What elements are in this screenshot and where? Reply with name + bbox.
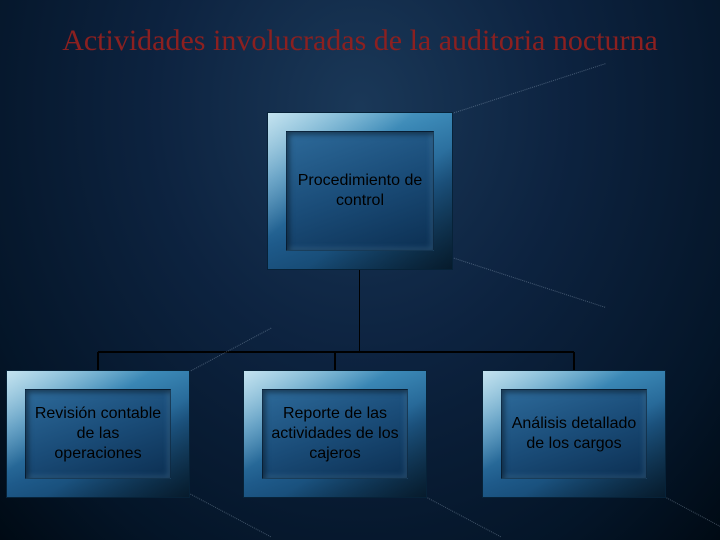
node-child-2-inner: Reporte de las actividades de los cajero… [262,389,408,479]
connector-hbar [98,351,574,353]
connector-drop-2 [334,352,336,370]
connector-drop-3 [573,352,575,370]
diagram-stage: Procedimiento de control Revisión contab… [0,0,720,540]
connector-drop-1 [97,352,99,370]
node-child-2-label: Reporte de las actividades de los cajero… [269,404,401,464]
node-root-label: Procedimiento de control [293,171,427,211]
node-root: Procedimiento de control [267,112,453,270]
node-child-1-label: Revisión contable de las operaciones [32,404,164,464]
node-child-1-inner: Revisión contable de las operaciones [25,389,171,479]
node-root-inner: Procedimiento de control [286,131,434,251]
node-child-3-label: Análisis detallado de los cargos [508,414,640,454]
connector-trunk [359,270,361,352]
node-child-3: Análisis detallado de los cargos [482,370,666,498]
node-child-3-inner: Análisis detallado de los cargos [501,389,647,479]
node-child-1: Revisión contable de las operaciones [6,370,190,498]
node-child-2: Reporte de las actividades de los cajero… [243,370,427,498]
